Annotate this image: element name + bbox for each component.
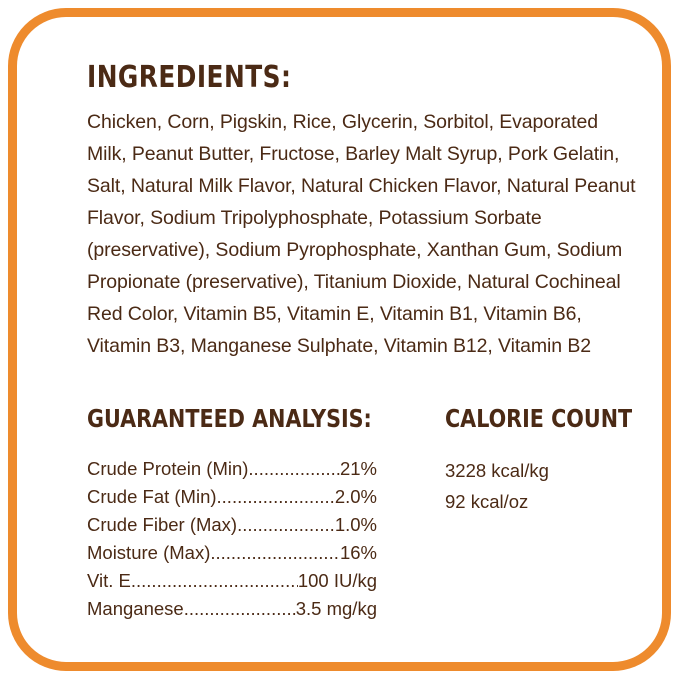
analysis-row-label: Moisture (Max): [87, 541, 211, 563]
ingredients-list-text: Chicken, Corn, Pigskin, Rice, Glycerin, …: [87, 111, 636, 357]
analysis-row-label: Manganese: [87, 597, 184, 619]
analysis-row-value: 2.0%: [334, 485, 377, 507]
analysis-row-dot-leader: ........................................…: [216, 485, 335, 507]
analysis-row-label: Crude Protein (Min): [87, 457, 249, 479]
analysis-row: Crude Fiber (Max).......................…: [87, 511, 377, 539]
calorie-count-line: 3228 kcal/kg: [445, 459, 549, 481]
analysis-row-value: 1.0%: [334, 513, 377, 535]
analysis-row-label: Vit. E: [87, 569, 131, 591]
guaranteed-analysis-heading: GUARANTEED ANALYSIS:: [87, 404, 372, 433]
calorie-count-line: 92 kcal/oz: [445, 490, 529, 512]
analysis-row-dot-leader: ........................................…: [183, 597, 296, 619]
analysis-row-value: 3.5 mg/kg: [295, 597, 377, 619]
calorie-count-values: 3228 kcal/kg 92 kcal/oz: [445, 455, 648, 517]
guaranteed-analysis-section: GUARANTEED ANALYSIS: Crude Protein (Min)…: [87, 405, 377, 623]
analysis-row-label: Crude Fat (Min): [87, 485, 217, 507]
analysis-row-dot-leader: ........................................…: [130, 569, 298, 591]
analysis-row: Crude Fat (Min).........................…: [87, 483, 377, 511]
analysis-row-dot-leader: ........................................…: [248, 457, 340, 479]
analysis-row: Moisture (Max)..........................…: [87, 539, 377, 567]
analysis-row-value: 100 IU/kg: [297, 569, 377, 591]
lower-sections: GUARANTEED ANALYSIS: Crude Protein (Min)…: [87, 405, 647, 623]
label-border-frame: INGREDIENTS: Chicken, Corn, Pigskin, Ric…: [8, 8, 671, 671]
analysis-row: Manganese...............................…: [87, 595, 377, 623]
analysis-row: Crude Protein (Min).....................…: [87, 455, 377, 483]
analysis-row-dot-leader: ........................................…: [210, 541, 340, 563]
analysis-row-dot-leader: ........................................…: [237, 513, 335, 535]
analysis-row-label: Crude Fiber (Max): [87, 513, 238, 535]
ingredients-heading: INGREDIENTS:: [87, 60, 292, 95]
analysis-row-value: 21%: [339, 457, 377, 479]
calorie-count-section: CALORIE COUNT 3228 kcal/kg 92 kcal/oz: [445, 405, 648, 517]
calorie-count-heading: CALORIE COUNT: [445, 404, 633, 433]
guaranteed-analysis-table: Crude Protein (Min).....................…: [87, 455, 377, 623]
analysis-row-value: 16%: [339, 541, 377, 563]
analysis-row: Vit. E..................................…: [87, 567, 377, 595]
ingredients-section: INGREDIENTS: Chicken, Corn, Pigskin, Ric…: [87, 61, 639, 362]
